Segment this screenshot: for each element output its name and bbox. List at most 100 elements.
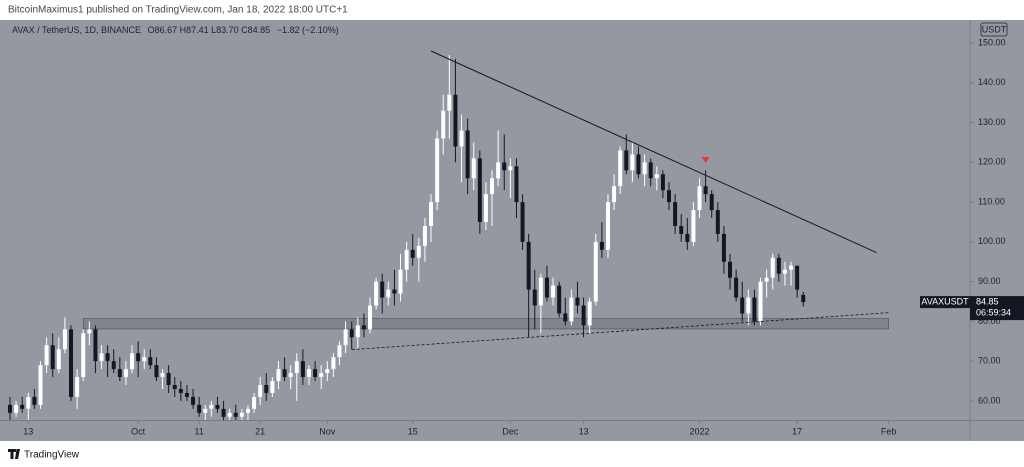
candle-body <box>288 373 293 378</box>
candle-body <box>679 225 684 234</box>
candle-body <box>715 210 720 234</box>
candle-body <box>642 162 647 175</box>
candle-body <box>404 249 409 270</box>
candle-body <box>276 369 281 382</box>
candle-body <box>477 158 482 222</box>
currency-box <box>980 22 1008 37</box>
x-tick-label: 17 <box>792 426 802 436</box>
change: −1.82 (−2.10%) <box>277 25 339 35</box>
candle-body <box>117 369 122 378</box>
footer-brand[interactable]: TradingView <box>24 450 80 461</box>
candle-body <box>178 388 183 393</box>
y-tick-label: 120.00 <box>978 157 1006 167</box>
currency[interactable]: USDT <box>982 24 1007 34</box>
candle-body <box>160 373 165 378</box>
candle-body <box>69 329 74 397</box>
x-tick-label: Nov <box>319 426 336 436</box>
y-tick-label: 100.00 <box>978 236 1006 246</box>
candle-body <box>331 357 336 370</box>
candle-body <box>593 241 598 302</box>
candle-body <box>203 408 208 413</box>
candle-body <box>337 345 342 358</box>
candle-body <box>172 385 177 389</box>
candle-body <box>575 297 580 306</box>
candle-body <box>227 412 232 417</box>
candle-body <box>20 404 25 409</box>
ticker-tag <box>920 296 970 309</box>
candle-body <box>685 233 690 242</box>
candle-body <box>697 186 702 211</box>
candle-body <box>734 277 739 298</box>
candle-body <box>166 373 171 386</box>
resistance-line <box>430 50 877 254</box>
x-tick-label: Feb <box>881 426 897 436</box>
candle-body <box>618 150 623 187</box>
logo-icon <box>8 449 20 459</box>
candle-body <box>776 257 781 274</box>
last-price-tag <box>970 296 1024 321</box>
x-tick-label: 15 <box>408 426 418 436</box>
candle-body <box>789 265 794 270</box>
candle-body <box>612 186 617 203</box>
ohlc-legend: O86.67 H87.41 L83.70 C84.85 <box>148 25 271 35</box>
candle-body <box>154 365 159 378</box>
candle-body <box>764 277 769 282</box>
candle-body <box>502 162 507 171</box>
candle-body <box>471 158 476 179</box>
candle-body <box>581 305 586 326</box>
candle-body <box>380 281 385 298</box>
candle-body <box>709 194 714 211</box>
candle-body <box>319 373 324 378</box>
candle-body <box>197 404 202 413</box>
candle-body <box>258 385 263 397</box>
candle-body <box>111 361 116 370</box>
byline: BitcoinMaximus1 published on TradingView… <box>8 5 348 16</box>
candle-body <box>99 353 104 362</box>
candle-body <box>728 261 733 278</box>
candle-body <box>148 357 153 366</box>
candle-body <box>239 412 244 417</box>
y-tick-label: 130.00 <box>978 117 1006 127</box>
candle-body <box>752 297 757 322</box>
candle-body <box>81 333 86 378</box>
candle-body <box>343 329 348 346</box>
y-tick-label: 90.00 <box>978 276 1001 286</box>
candle-body <box>624 150 629 171</box>
candle-body <box>483 194 488 222</box>
symbol-line: AVAX / TetherUS, 1D, BINANCE O86.67 H87.… <box>12 25 339 35</box>
candle-body <box>282 369 287 378</box>
candle-body <box>306 369 311 378</box>
candle-body <box>636 154 641 175</box>
candle-body <box>56 349 61 370</box>
candle-body <box>630 154 635 171</box>
candle-body <box>215 404 220 409</box>
candle-body <box>32 396 37 405</box>
candle-body <box>660 174 665 191</box>
candle-body <box>721 233 726 262</box>
candle-body <box>538 277 543 306</box>
candle-body <box>441 110 446 139</box>
x-tick-label: Dec <box>502 426 519 436</box>
candle-body <box>520 202 525 242</box>
candle-body <box>44 345 49 366</box>
candle-body <box>654 174 659 179</box>
candle-body <box>447 94 452 111</box>
candle-body <box>252 396 257 409</box>
candle-body <box>746 297 751 314</box>
candle-body <box>490 178 495 195</box>
candle-body <box>142 357 147 362</box>
candle-body <box>398 269 403 294</box>
candle-body <box>294 361 299 374</box>
x-tick-label: 13 <box>579 426 589 436</box>
candle-body <box>496 162 501 179</box>
candle-body <box>526 241 531 290</box>
candle-body <box>368 305 373 330</box>
y-tick-label: 60.00 <box>978 395 1001 405</box>
candle-body <box>453 94 458 147</box>
signal-marker <box>701 156 710 163</box>
candle-body <box>599 241 604 250</box>
candle-body <box>75 377 80 397</box>
symbol: AVAX / TetherUS, 1D, BINANCE <box>12 25 141 35</box>
y-tick-label: 140.00 <box>978 77 1006 87</box>
candle-body <box>38 365 43 405</box>
